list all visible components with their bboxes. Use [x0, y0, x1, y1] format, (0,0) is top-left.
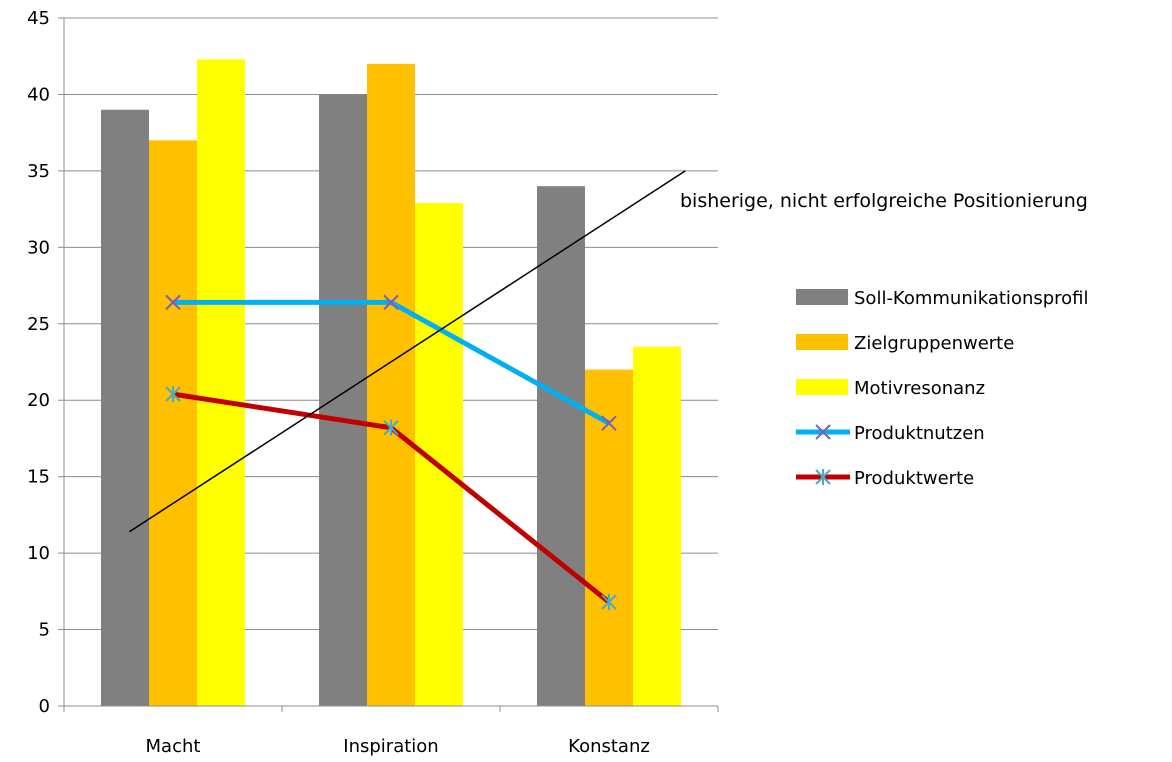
x-tick-label: Macht [146, 736, 201, 757]
x-tick-label: Konstanz [568, 736, 650, 757]
annotation-text: bisherige, nicht erfolgreiche Positionie… [680, 190, 1088, 212]
x-tick-label: Inspiration [343, 736, 438, 757]
annotation: bisherige, nicht erfolgreiche Positionie… [128, 170, 1088, 533]
y-tick-label: 25 [27, 314, 50, 335]
legend-label: Produktnutzen [854, 423, 985, 444]
lines [165, 294, 617, 611]
legend-swatch [796, 289, 848, 305]
bar [585, 369, 633, 706]
annotation-line [128, 170, 686, 533]
y-tick-label: 40 [27, 84, 50, 105]
bar [149, 140, 197, 707]
legend-label: Motivresonanz [854, 378, 985, 399]
legend: Soll-Kommunikationsprofil Zielgruppenwert… [796, 288, 1089, 489]
marker-x [815, 424, 831, 440]
y-tick-label: 5 [39, 620, 50, 641]
bars [101, 59, 681, 707]
y-tick-label: 45 [27, 8, 50, 29]
bar [101, 109, 149, 706]
axes: 0 5 10 15 20 25 30 35 40 45 Macht Inspiration Konsta… [27, 8, 719, 757]
marker-x [601, 415, 617, 431]
bar [537, 186, 585, 706]
legend-label: Produktwerte [854, 468, 974, 489]
legend-swatch [796, 334, 848, 350]
legend-label: Zielgruppenwerte [854, 333, 1014, 354]
y-tick-label: 10 [27, 543, 50, 564]
bar [319, 94, 367, 706]
y-tick-label: 30 [27, 237, 50, 258]
y-tick-label: 0 [39, 696, 50, 717]
bar [197, 59, 245, 706]
marker-x [383, 294, 399, 311]
bar [633, 346, 681, 706]
legend-swatch [796, 379, 848, 395]
marker-x [165, 294, 181, 311]
y-tick-label: 15 [27, 467, 50, 488]
legend-label: Soll-Kommunikationsprofil [854, 288, 1089, 309]
y-tick-label: 35 [27, 161, 50, 182]
bar [367, 63, 415, 707]
y-tick-label: 20 [27, 390, 50, 411]
